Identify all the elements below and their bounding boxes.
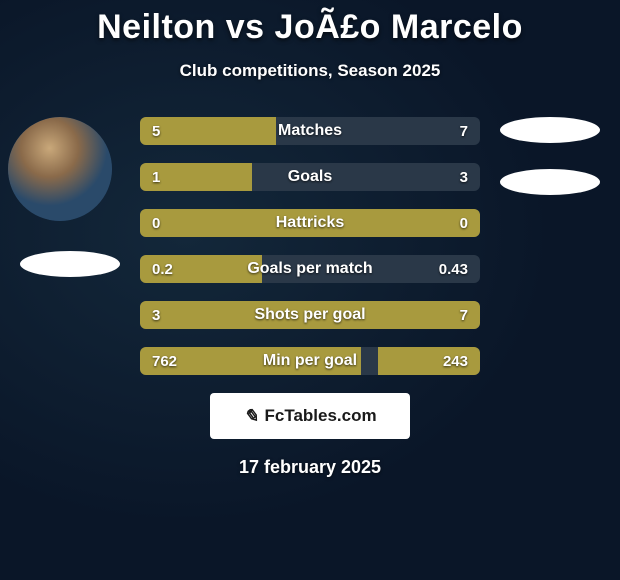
stat-row: 0.2Goals per match0.43 xyxy=(140,255,480,283)
logo-icon: ✎ xyxy=(243,406,258,427)
stat-value-right: 0 xyxy=(460,209,468,237)
player-right-avatar-oval xyxy=(500,117,600,143)
stat-row: 0Hattricks0 xyxy=(140,209,480,237)
stat-label: Goals per match xyxy=(140,255,480,283)
subtitle: Club competitions, Season 2025 xyxy=(0,61,620,81)
stat-row: 5Matches7 xyxy=(140,117,480,145)
stat-label: Goals xyxy=(140,163,480,191)
logo-badge: ✎ FcTables.com xyxy=(210,393,410,439)
stat-value-right: 7 xyxy=(460,117,468,145)
stat-value-right: 243 xyxy=(443,347,468,375)
player-left-avatar xyxy=(8,117,112,221)
stat-row: 762Min per goal243 xyxy=(140,347,480,375)
date-line: 17 february 2025 xyxy=(0,457,620,478)
stat-label: Min per goal xyxy=(140,347,480,375)
page-title: Neilton vs JoÃ£o Marcelo xyxy=(0,8,620,47)
logo-text: FcTables.com xyxy=(264,406,376,426)
comparison-bars: 5Matches7 1Goals3 0Hattricks0 0.2Goals per … xyxy=(140,117,480,375)
stat-value-right: 0.43 xyxy=(439,255,468,283)
player-left-name-oval xyxy=(20,251,120,277)
stat-row: 1Goals3 xyxy=(140,163,480,191)
stat-label: Hattricks xyxy=(140,209,480,237)
stat-value-right: 3 xyxy=(460,163,468,191)
stat-label: Shots per goal xyxy=(140,301,480,329)
stat-value-right: 7 xyxy=(460,301,468,329)
player-right-name-oval xyxy=(500,169,600,195)
stat-row: 3Shots per goal7 xyxy=(140,301,480,329)
stat-label: Matches xyxy=(140,117,480,145)
stats-area: 5Matches7 1Goals3 0Hattricks0 0.2Goals per … xyxy=(0,117,620,375)
